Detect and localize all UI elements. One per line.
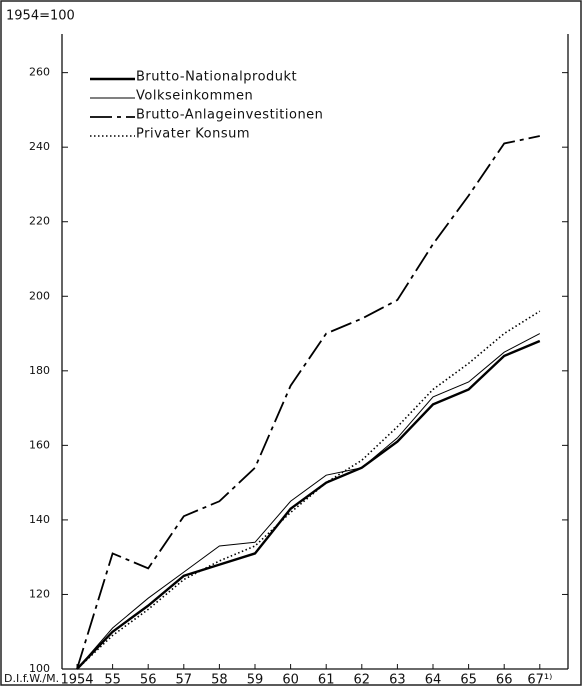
x-tick-label: 57 bbox=[176, 673, 193, 686]
series-line bbox=[76, 333, 541, 670]
x-tick-label: 56 bbox=[140, 673, 157, 686]
subtitle: 1954=100 bbox=[6, 9, 75, 24]
x-tick-label: 65 bbox=[460, 673, 477, 686]
x-tick-label: 67¹⁾ bbox=[527, 673, 552, 686]
y-tick-label: 140 bbox=[29, 513, 50, 526]
series-line bbox=[76, 310, 541, 670]
y-tick-label: 200 bbox=[29, 289, 50, 302]
y-tick-label: 260 bbox=[29, 66, 50, 79]
x-tick-label: 61 bbox=[318, 673, 335, 686]
y-tick-label: 240 bbox=[29, 140, 50, 153]
x-tick-label: 63 bbox=[389, 673, 406, 686]
x-tick-label: 55 bbox=[104, 673, 121, 686]
x-tick-label: 64 bbox=[425, 673, 442, 686]
legend-label: Brutto-Anlageinvestitionen bbox=[136, 108, 323, 123]
y-tick-label: 120 bbox=[29, 587, 50, 600]
x-tick-label: 59 bbox=[247, 673, 264, 686]
legend-label: Volkseinkommen bbox=[136, 89, 253, 104]
series-line bbox=[76, 135, 540, 670]
y-tick-label: 100 bbox=[29, 662, 50, 675]
x-tick-label: 60 bbox=[282, 673, 299, 686]
x-tick-label: 1954 bbox=[60, 673, 93, 686]
y-tick-label: 220 bbox=[29, 215, 50, 228]
source: D.I.f.W./M. bbox=[4, 672, 59, 685]
legend-label: Brutto-Nationalprodukt bbox=[136, 70, 297, 85]
legend-label: Privater Konsum bbox=[136, 127, 250, 142]
series-line bbox=[76, 339, 541, 670]
x-tick-label: 66 bbox=[496, 673, 513, 686]
x-tick-label: 62 bbox=[354, 673, 371, 686]
x-tick-label: 58 bbox=[211, 673, 228, 686]
y-tick-label: 160 bbox=[29, 438, 50, 451]
y-tick-label: 180 bbox=[29, 364, 50, 377]
